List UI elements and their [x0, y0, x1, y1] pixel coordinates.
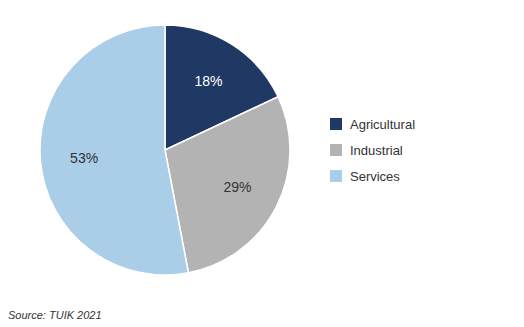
chart-container: 18% 29% 53% Agricultural Industrial Services S…	[0, 0, 524, 327]
data-label: 53%	[70, 150, 98, 166]
legend-swatch	[330, 144, 342, 156]
data-label: 18%	[195, 73, 223, 89]
legend-swatch	[330, 118, 342, 130]
legend: Agricultural Industrial Services	[330, 117, 415, 184]
data-labels: 18% 29% 53%	[70, 73, 251, 194]
legend-label: Services	[350, 169, 400, 184]
source-note: Source: TUIK 2021	[8, 309, 102, 321]
legend-label: Agricultural	[350, 117, 415, 132]
chart: 18% 29% 53% Agricultural Industrial Services S…	[0, 0, 524, 327]
legend-label: Industrial	[350, 143, 403, 158]
pie-slice	[40, 25, 188, 275]
pie	[40, 25, 290, 275]
legend-swatch	[330, 170, 342, 182]
data-label: 29%	[223, 179, 251, 195]
